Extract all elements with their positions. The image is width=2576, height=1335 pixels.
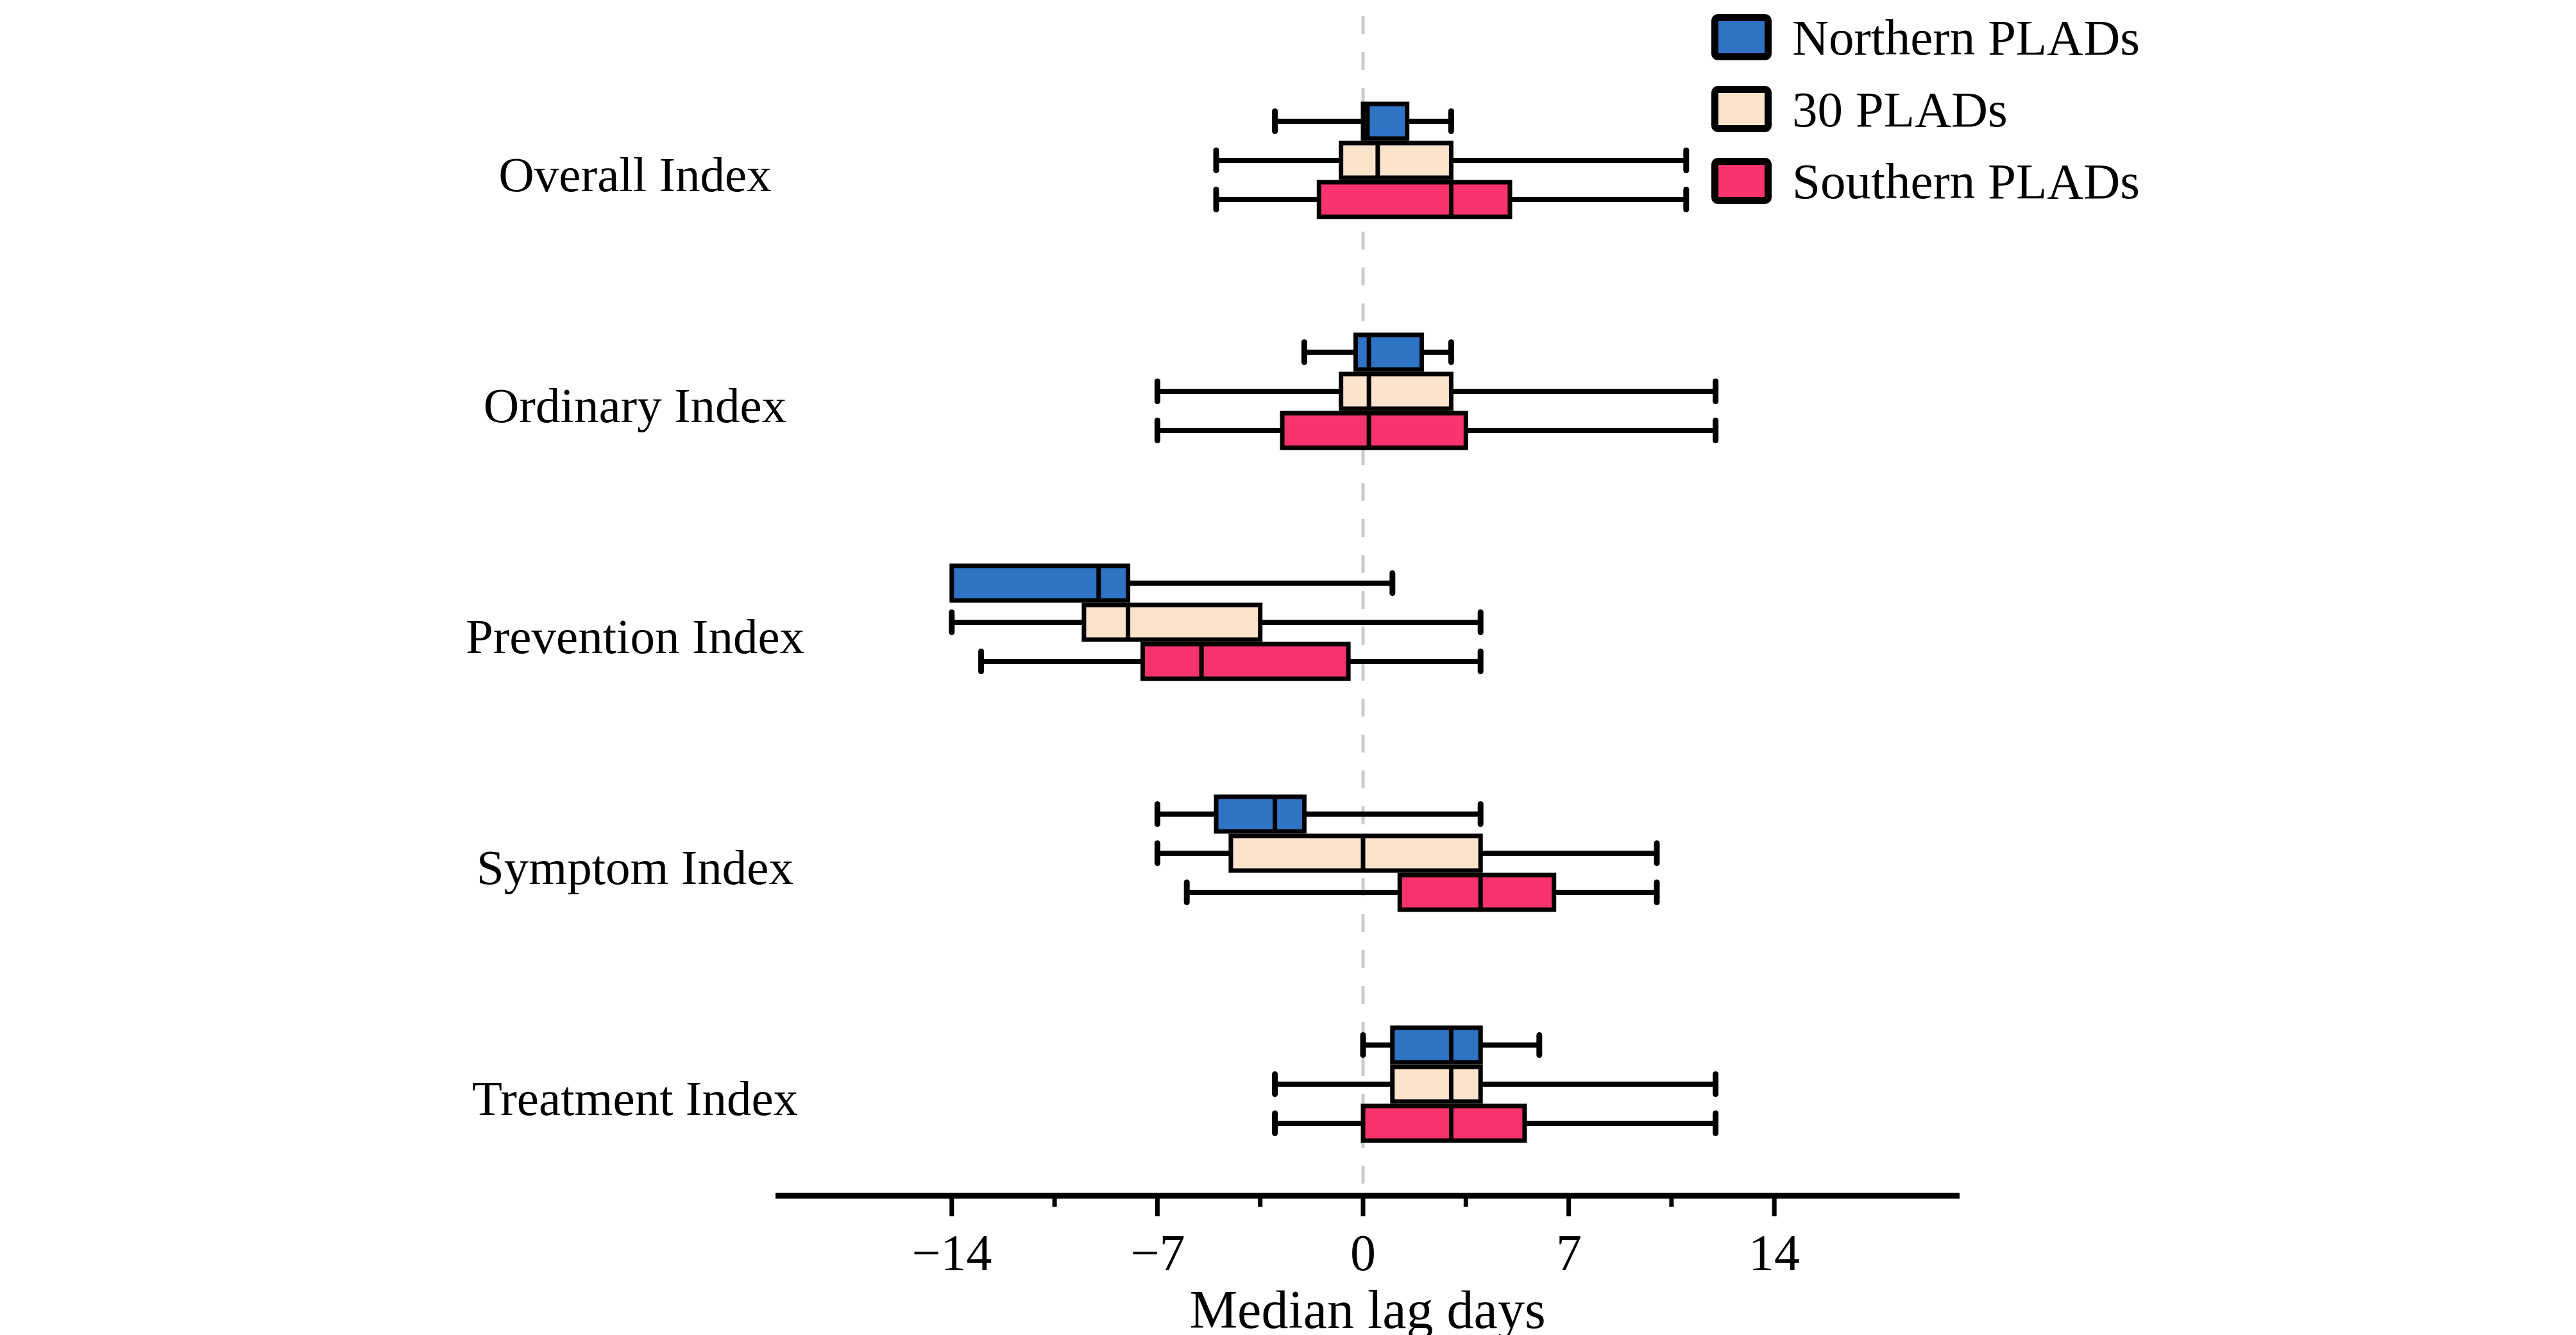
whisker-cap-hi-northern-plads-ordinary-index — [1448, 339, 1454, 365]
box-northern-plads-ordinary-index — [1356, 335, 1422, 370]
whisker-cap-hi-southern-plads-ordinary-index — [1713, 418, 1718, 443]
x-tick-label-0: 0 — [1350, 1227, 1376, 1279]
whisker-cap-hi-30-plads-prevention-index — [1478, 609, 1484, 635]
box-northern-plads-treatment-index — [1393, 1028, 1480, 1062]
box-30-plads-symptom-index — [1231, 836, 1480, 871]
x-tick-label-minus-7: −7 — [1130, 1227, 1185, 1279]
whisker-cap-hi-northern-plads-treatment-index — [1536, 1032, 1542, 1058]
whisker-cap-lo-southern-plads-prevention-index — [978, 649, 984, 674]
box-30-plads-prevention-index — [1084, 605, 1260, 640]
category-label-treatment-index: Treatment Index — [391, 1073, 879, 1124]
whisker-cap-lo-30-plads-prevention-index — [949, 609, 954, 635]
whisker-cap-lo-northern-plads-ordinary-index — [1301, 339, 1307, 365]
whisker-cap-lo-30-plads-ordinary-index — [1155, 378, 1160, 404]
box-30-plads-treatment-index — [1393, 1067, 1480, 1101]
whisker-cap-lo-northern-plads-treatment-index — [1360, 1032, 1366, 1058]
whisker-cap-hi-northern-plads-overall-index — [1448, 108, 1454, 134]
whisker-cap-lo-southern-plads-ordinary-index — [1155, 418, 1160, 443]
box-northern-plads-prevention-index — [952, 566, 1128, 600]
whisker-cap-hi-southern-plads-symptom-index — [1654, 880, 1660, 905]
boxplot-chart-canvas — [0, 0, 2576, 1335]
box-southern-plads-treatment-index — [1363, 1106, 1525, 1141]
whisker-cap-lo-southern-plads-treatment-index — [1272, 1110, 1278, 1136]
whisker-cap-lo-30-plads-treatment-index — [1272, 1071, 1278, 1097]
whisker-cap-hi-30-plads-treatment-index — [1713, 1071, 1718, 1097]
whisker-cap-hi-southern-plads-treatment-index — [1713, 1110, 1718, 1136]
boxplot-figure: Overall Index Ordinary Index Prevention … — [0, 0, 2576, 1335]
legend-swatch-30-plads-icon — [1711, 86, 1772, 132]
legend-item-northern-plads: Northern PLADs — [1711, 13, 2140, 62]
whisker-cap-lo-northern-plads-symptom-index — [1155, 801, 1160, 827]
whisker-cap-hi-30-plads-symptom-index — [1654, 840, 1660, 866]
whisker-cap-hi-southern-plads-prevention-index — [1478, 649, 1484, 674]
whisker-cap-hi-northern-plads-prevention-index — [1389, 570, 1395, 596]
whisker-cap-hi-southern-plads-overall-index — [1683, 187, 1689, 212]
box-30-plads-overall-index — [1341, 143, 1452, 178]
legend-swatch-northern-plads-icon — [1711, 14, 1772, 60]
box-30-plads-ordinary-index — [1341, 374, 1452, 409]
whisker-cap-lo-southern-plads-overall-index — [1214, 187, 1219, 212]
box-southern-plads-overall-index — [1319, 182, 1510, 217]
x-tick-label-minus-14: −14 — [911, 1227, 992, 1279]
whisker-cap-hi-30-plads-overall-index — [1683, 148, 1689, 173]
whisker-cap-lo-southern-plads-symptom-index — [1184, 880, 1190, 905]
box-northern-plads-symptom-index — [1216, 797, 1304, 831]
box-southern-plads-ordinary-index — [1282, 413, 1466, 448]
x-tick-label-7: 7 — [1556, 1227, 1582, 1279]
legend: Northern PLADs 30 PLADs Southern PLADs — [1711, 13, 2140, 228]
x-axis-title: Median lag days — [1111, 1282, 1624, 1335]
box-southern-plads-symptom-index — [1400, 875, 1554, 910]
whisker-cap-hi-30-plads-ordinary-index — [1713, 378, 1718, 404]
legend-swatch-southern-plads-icon — [1711, 158, 1772, 204]
legend-label-30-plads: 30 PLADs — [1792, 84, 2008, 135]
whisker-cap-lo-30-plads-overall-index — [1214, 148, 1219, 173]
category-label-ordinary-index: Ordinary Index — [391, 380, 879, 431]
category-label-overall-index: Overall Index — [391, 149, 879, 200]
whisker-cap-lo-30-plads-symptom-index — [1155, 840, 1160, 866]
x-tick-label-14: 14 — [1749, 1227, 1800, 1279]
whisker-cap-hi-northern-plads-symptom-index — [1478, 801, 1484, 827]
legend-item-southern-plads: Southern PLADs — [1711, 157, 2140, 205]
category-label-prevention-index: Prevention Index — [391, 611, 879, 662]
category-label-symptom-index: Symptom Index — [391, 842, 879, 893]
whisker-cap-lo-northern-plads-overall-index — [1272, 108, 1278, 134]
legend-label-southern-plads: Southern PLADs — [1792, 156, 2140, 207]
box-southern-plads-prevention-index — [1143, 644, 1349, 679]
legend-item-30-plads: 30 PLADs — [1711, 85, 2140, 133]
legend-label-northern-plads: Northern PLADs — [1792, 12, 2140, 63]
